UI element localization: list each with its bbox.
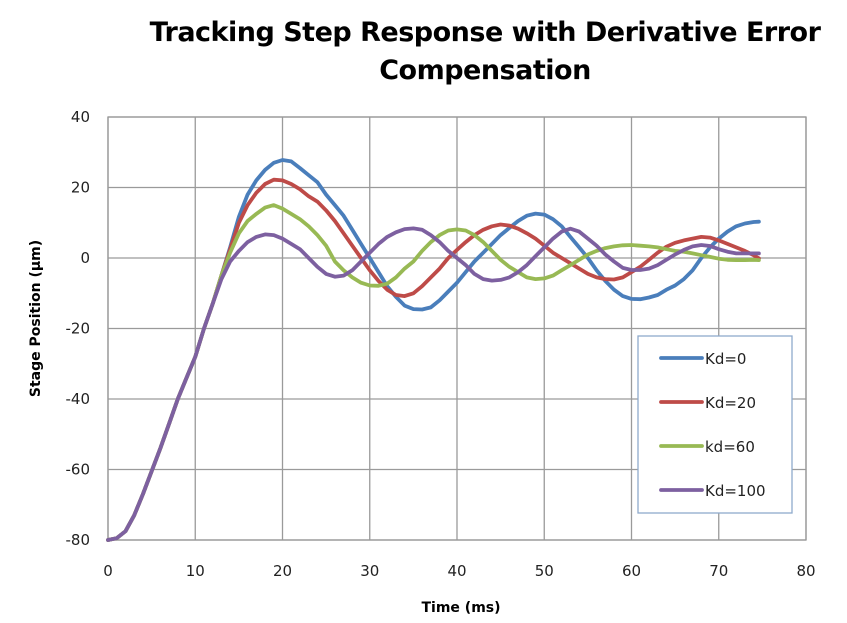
series-line-kd-100 [106,226,761,542]
x-tick-label: 10 [186,562,205,580]
legend: Kd=0 Kd=20 kd=60 Kd=100 [637,335,793,514]
y-tick-label: 0 [80,249,90,267]
y-axis-ticks: -80 -60 -40 -20 0 20 40 [66,108,91,549]
x-tick-label: 30 [360,562,379,580]
y-tick-label: -20 [66,320,91,338]
x-tick-label: 20 [273,562,292,580]
legend-label-kd-100: Kd=100 [705,482,766,500]
y-axis-label: Stage Position (µm) [28,240,44,397]
x-tick-label: 0 [103,562,113,580]
x-tick-label: 40 [447,562,466,580]
plot-area [107,116,807,541]
y-tick-label: -60 [66,461,91,479]
x-tick-label: 70 [709,562,728,580]
x-tick-label: 80 [796,562,815,580]
chart-title-line-1: Tracking Step Response with Derivative E… [149,17,821,48]
x-axis-ticks: 0 10 20 30 40 50 60 70 80 [103,562,815,580]
y-tick-label: -80 [66,531,91,549]
y-tick-label: 20 [71,179,90,197]
x-tick-label: 50 [535,562,554,580]
chart-title-line-2: Compensation [379,55,591,86]
chart-title: Tracking Step Response with Derivative E… [120,14,847,90]
x-tick-label: 60 [622,562,641,580]
y-tick-label: -40 [66,390,91,408]
x-axis-label: Time (ms) [421,600,500,616]
legend-box [637,335,793,514]
legend-label-kd-60: kd=60 [705,438,755,456]
legend-label-kd-0: Kd=0 [705,350,746,368]
y-tick-label: 40 [71,108,90,126]
legend-label-kd-20: Kd=20 [705,394,756,412]
plot-border [107,116,807,541]
series-lines [106,158,761,542]
